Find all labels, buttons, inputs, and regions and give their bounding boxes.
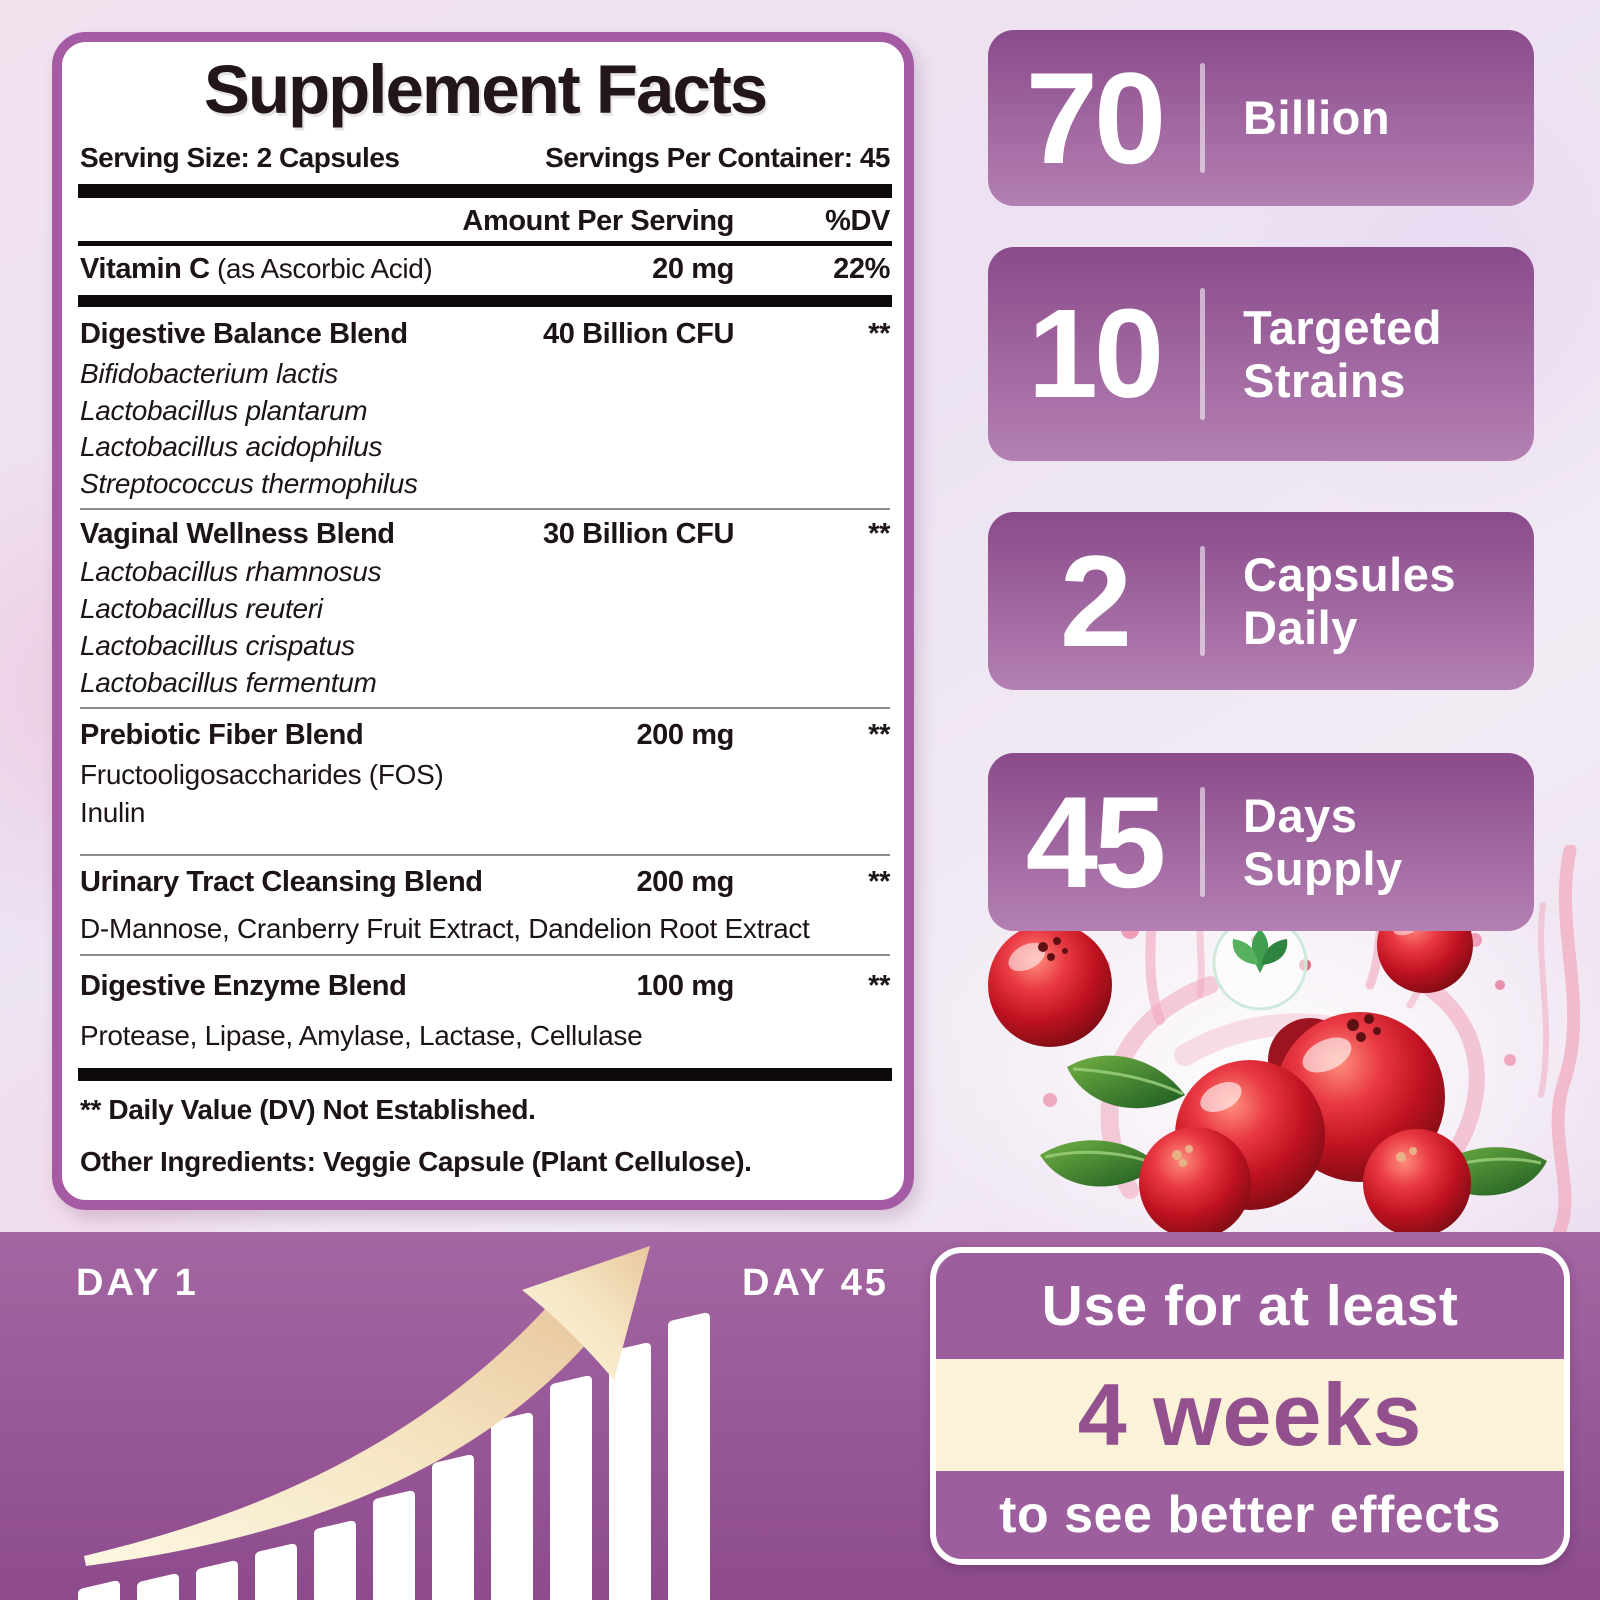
blend-name: Prebiotic Fiber Blend [80, 719, 364, 751]
usage-highlight: 4 weeks [936, 1359, 1564, 1471]
column-amount-header: Amount Per Serving [462, 205, 734, 237]
badge-label: Capsules Daily [1243, 547, 1456, 654]
section-separator [80, 508, 890, 510]
ingredient-line: Lactobacillus rhamnosus [80, 556, 382, 587]
blend-amount: 200 mg [636, 866, 734, 898]
supplement-facts-panel: Supplement Facts Serving Size: 2 Capsule… [52, 32, 914, 1210]
blend-amount: 40 Billion CFU [543, 318, 734, 350]
usage-line1: Use for at least [1041, 1274, 1459, 1338]
blend-row: Digestive Enzyme Blend 100 mg ** [80, 970, 890, 1012]
blend-dv: ** [868, 970, 890, 1002]
growth-arrow-shaft [84, 1306, 590, 1566]
ingredient-line: Lactobacillus reuteri [80, 593, 323, 624]
ingredient-line: Fructooligosaccharides (FOS) [80, 759, 444, 790]
facts-title: Supplement Facts [203, 51, 768, 128]
divider-thick [78, 184, 892, 198]
badge-2-capsules: 2 Capsules Daily [988, 512, 1534, 690]
column-header-row: Amount Per Serving %DV [80, 205, 890, 247]
badge-number: 70 [1025, 45, 1167, 191]
blend-name: Urinary Tract Cleansing Blend [80, 866, 483, 898]
blend-row: Vaginal Wellness Blend 30 Billion CFU ** [80, 518, 890, 560]
usage-recommendation-box: Use for at least 4 weeks to see better e… [930, 1247, 1570, 1565]
section-separator [80, 707, 890, 709]
divider-thick [78, 295, 892, 307]
blend-dv: ** [868, 518, 890, 550]
vitamin-dv: 22% [833, 253, 890, 285]
growth-bars [78, 1312, 710, 1600]
vitamin-name-suffix: (as Ascorbic Acid) [209, 253, 433, 284]
ingredient-line: Lactobacillus acidophilus [80, 431, 383, 462]
badge-number: 45 [1025, 769, 1167, 915]
footnote-dv: ** Daily Value (DV) Not Established. [80, 1094, 536, 1125]
day-1-label: DAY 1 [76, 1262, 199, 1304]
ingredient-line: Protease, Lipase, Amylase, Lactase, Cell… [80, 1020, 643, 1051]
blend-name: Digestive Balance Blend [80, 318, 408, 350]
blend-amount: 100 mg [636, 970, 734, 1002]
blend-name: Digestive Enzyme Blend [80, 970, 407, 1002]
blend-dv: ** [868, 318, 890, 350]
growth-chart [78, 1246, 710, 1600]
facts-content: Supplement Facts Serving Size: 2 Capsule… [78, 42, 892, 1200]
badge-label: Billion [1243, 91, 1391, 145]
blend-row: Prebiotic Fiber Blend 200 mg ** [80, 719, 890, 761]
vitamin-amount: 20 mg [652, 253, 734, 285]
column-dv-header: %DV [825, 205, 890, 237]
divider-thin [78, 241, 892, 246]
badge-70-billion: 70 Billion [988, 30, 1534, 206]
badge-divider [1200, 545, 1205, 657]
day-45-label: DAY 45 [742, 1262, 889, 1304]
ingredient-line: Inulin [80, 797, 146, 828]
blend-amount: 30 Billion CFU [543, 518, 734, 550]
usage-line2: to see better effects [999, 1486, 1501, 1544]
blend-row: Digestive Balance Blend 40 Billion CFU *… [80, 318, 890, 360]
badge-divider [1200, 287, 1205, 421]
servings-per-container: Servings Per Container: 45 [545, 142, 890, 173]
vitamin-name: Vitamin C [80, 253, 210, 285]
ingredient-line: Streptococcus thermophilus [80, 468, 418, 499]
growth-arrow-head [522, 1246, 650, 1380]
section-separator [80, 854, 890, 856]
badge-divider [1200, 786, 1205, 898]
ingredient-line: Lactobacillus plantarum [80, 395, 368, 426]
bottom-band: DAY 1 DAY 45 Use for at least 4 weeks to… [0, 1232, 1600, 1600]
ingredient-line: Bifidobacterium lactis [80, 358, 338, 389]
ingredient-line: Lactobacillus crispatus [80, 630, 355, 661]
blend-row: Urinary Tract Cleansing Blend 200 mg ** [80, 866, 890, 908]
divider-thick [78, 1068, 892, 1081]
ingredient-line: D-Mannose, Cranberry Fruit Extract, Dand… [80, 913, 810, 944]
blend-dv: ** [868, 719, 890, 751]
serving-size: Serving Size: 2 Capsules [80, 142, 400, 173]
badge-label: Targeted Strains [1243, 300, 1442, 407]
blend-amount: 200 mg [636, 719, 734, 751]
badge-10-strains: 10 Targeted Strains [988, 247, 1534, 461]
badge-divider [1200, 63, 1205, 173]
badge-number: 10 [1027, 283, 1164, 424]
badge-label: Days Supply [1243, 788, 1403, 895]
badge-45-days: 45 Days Supply [988, 753, 1534, 931]
footnote-other-ingredients: Other Ingredients: Veggie Capsule (Plant… [80, 1146, 752, 1177]
blend-name: Vaginal Wellness Blend [80, 518, 395, 550]
vitamin-c-row: Vitamin C (as Ascorbic Acid) 20 mg 22% [80, 253, 890, 295]
ingredient-line: Lactobacillus fermentum [80, 667, 377, 698]
section-separator [80, 954, 890, 956]
serving-row: Serving Size: 2 Capsules Servings Per Co… [80, 142, 890, 174]
blend-dv: ** [868, 866, 890, 898]
badge-number: 2 [1059, 528, 1132, 674]
